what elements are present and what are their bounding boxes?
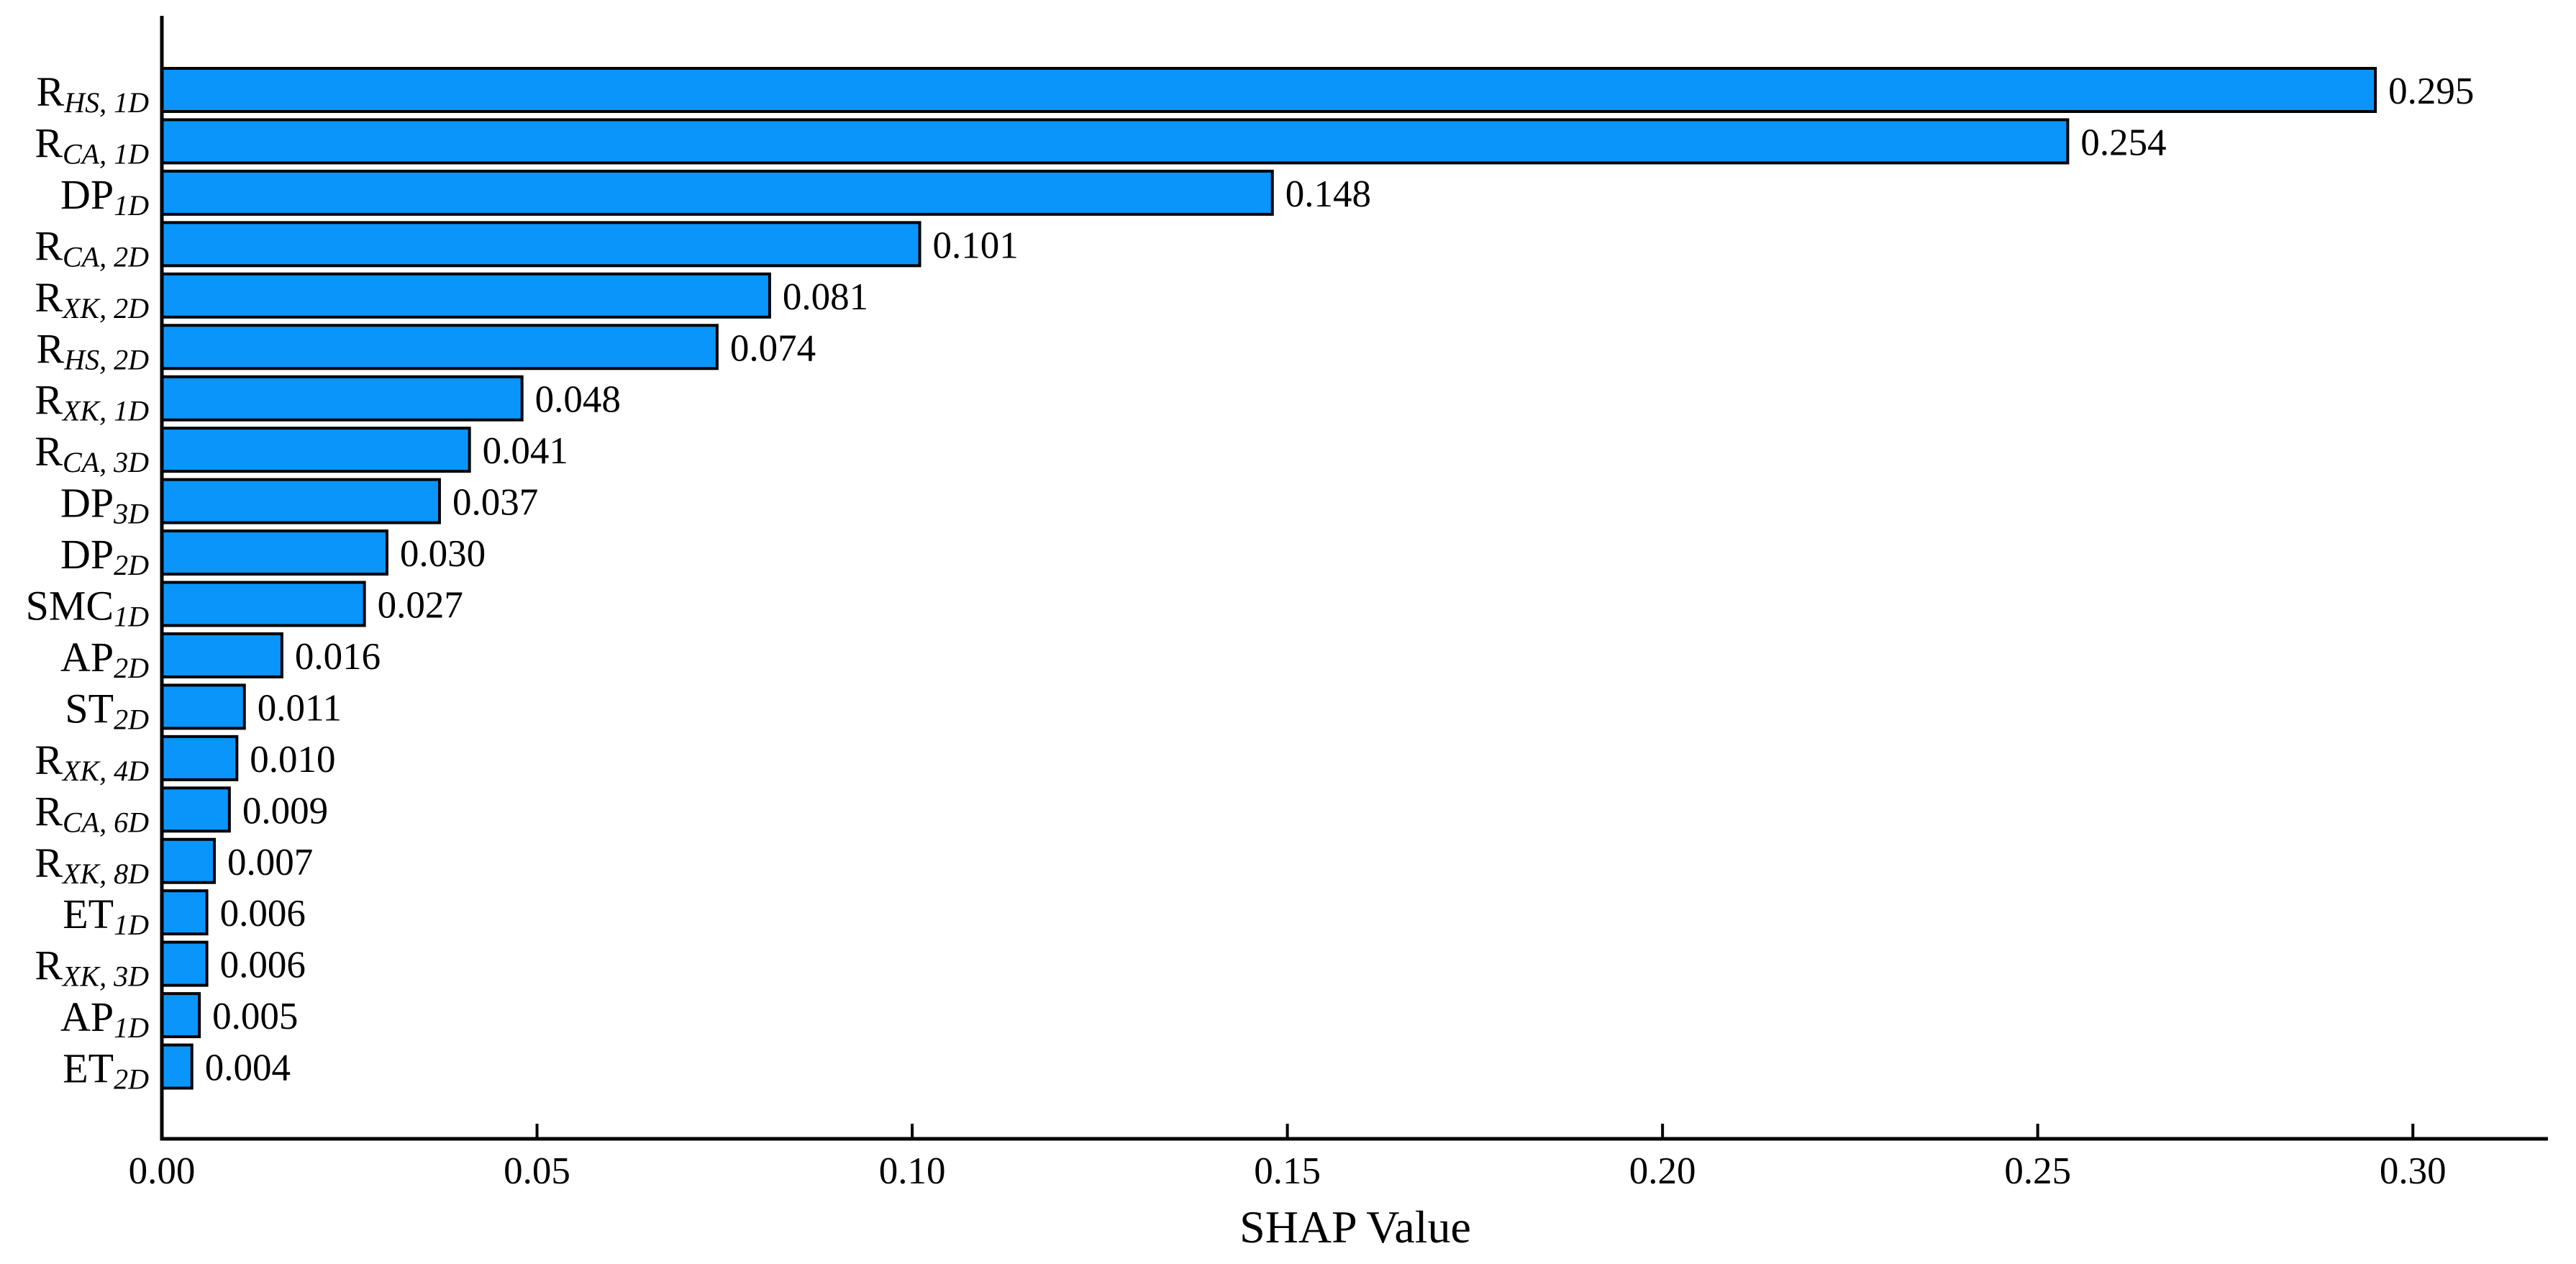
bar: [160, 324, 719, 370]
bar: [160, 889, 209, 936]
x-tick-label: 0.15: [1254, 1150, 1321, 1192]
bar: [160, 118, 2070, 165]
bar-value-label: 0.011: [258, 687, 342, 729]
bar: [160, 67, 2377, 113]
bar-value-label: 0.101: [933, 224, 1019, 266]
category-label: RXK, 2D: [35, 274, 149, 324]
bar-value-label: 0.016: [295, 636, 381, 678]
bar: [160, 375, 524, 422]
category-label: RXK, 1D: [35, 377, 149, 427]
category-label: SMC1D: [26, 583, 150, 633]
bar: [160, 169, 1274, 216]
category-label: ET2D: [63, 1045, 149, 1096]
category-label: DP2D: [60, 531, 149, 581]
category-label: RHS, 2D: [37, 325, 150, 376]
bar-value-label: 0.041: [483, 430, 568, 472]
bar-value-label: 0.030: [400, 533, 486, 575]
bar-value-label: 0.005: [212, 996, 298, 1037]
bar: [160, 735, 239, 781]
category-label: RCA, 6D: [35, 788, 149, 838]
x-tick-label: 0.25: [2004, 1150, 2071, 1192]
bar: [160, 221, 921, 268]
bar-value-label: 0.048: [535, 379, 621, 421]
bar: [160, 272, 771, 319]
category-label: AP1D: [60, 994, 149, 1044]
bar: [160, 940, 209, 987]
category-label: RHS, 1D: [37, 68, 150, 119]
bar-value-label: 0.295: [2388, 71, 2474, 112]
x-tick-label: 0.20: [1629, 1150, 1696, 1192]
bar: [160, 683, 246, 730]
category-label: DP3D: [60, 480, 149, 530]
bar-value-label: 0.006: [220, 945, 306, 986]
bar: [160, 632, 283, 678]
bar: [160, 529, 388, 576]
category-label: RCA, 1D: [35, 119, 149, 170]
category-label: AP2D: [60, 634, 149, 684]
category-label: RCA, 2D: [35, 222, 149, 273]
x-tick-label: 0.05: [504, 1150, 570, 1192]
bar: [160, 1043, 194, 1090]
x-tick-label: 0.30: [2380, 1150, 2447, 1192]
category-label: RXK, 3D: [35, 942, 149, 993]
bar-value-label: 0.254: [2080, 122, 2166, 163]
bar: [160, 581, 366, 627]
x-tick-label: 0.10: [879, 1150, 946, 1192]
bar-value-label: 0.007: [227, 842, 313, 883]
category-label: RCA, 3D: [35, 428, 149, 478]
bar-value-label: 0.009: [242, 790, 328, 832]
category-label: RXK, 4D: [35, 737, 149, 787]
category-label: DP1D: [60, 171, 149, 222]
bar: [160, 786, 231, 833]
bar-value-label: 0.148: [1285, 173, 1371, 215]
bar-value-label: 0.027: [378, 585, 463, 627]
category-label: ST2D: [65, 685, 149, 735]
bar: [160, 427, 471, 473]
bar-value-label: 0.081: [783, 276, 868, 318]
bar: [160, 837, 217, 884]
bar-value-label: 0.010: [250, 739, 335, 781]
bar: [160, 992, 201, 1039]
bar-value-label: 0.006: [220, 893, 306, 935]
category-label: RXK, 8D: [35, 840, 149, 890]
bar-value-label: 0.004: [205, 1047, 291, 1089]
category-label: ET1D: [63, 891, 149, 941]
bar-value-label: 0.037: [452, 482, 538, 524]
bar-value-label: 0.074: [730, 327, 816, 369]
x-tick-label: 0.00: [129, 1150, 196, 1192]
bar: [160, 478, 441, 524]
x-axis-title: SHAP Value: [1239, 1201, 1471, 1252]
